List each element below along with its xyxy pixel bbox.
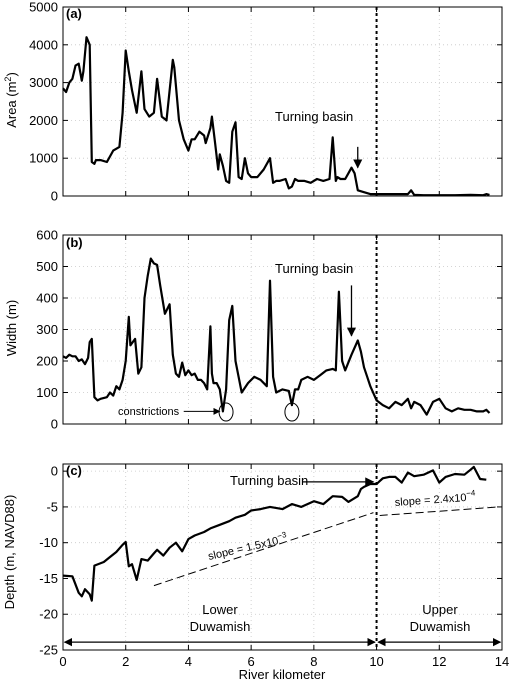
y-tick-label: -5 <box>46 499 58 514</box>
panel-a-ylabel: Area (m2) <box>3 72 19 128</box>
y-tick-label: 3000 <box>29 75 58 90</box>
panel-a-label: (a) <box>66 6 82 21</box>
y-tick-label: 2000 <box>29 113 58 128</box>
series-line <box>62 257 491 416</box>
x-tick-label: 14 <box>495 654 509 669</box>
y-tick-label: 200 <box>36 354 58 369</box>
panel-b-label: (b) <box>66 235 83 250</box>
y-tick-label: -20 <box>39 607 58 622</box>
upper-duwamish-line1: Upper <box>422 602 458 617</box>
x-tick-label: 6 <box>248 654 255 669</box>
panel-a: 0 1000 2000 3000 4000 5000 <box>29 0 503 204</box>
panel-b: 0 100 200 300 400 500 600 <box>36 228 503 432</box>
lower-duwamish-line1: Lower <box>202 602 238 617</box>
turning-basin-label-b: Turning basin <box>275 261 353 276</box>
x-tick-label: 4 <box>185 654 192 669</box>
y-tick-label: 1000 <box>29 151 58 166</box>
y-tick-label: 4000 <box>29 37 58 52</box>
y-tick-label: 500 <box>36 259 58 274</box>
y-tick-label: -25 <box>39 643 58 658</box>
axes-frame <box>62 6 503 197</box>
y-tick-label: 300 <box>36 322 58 337</box>
series-line <box>62 36 490 197</box>
series-line <box>62 465 487 602</box>
y-tick-label: 0 <box>51 417 58 432</box>
y-tick-label: 5000 <box>29 0 58 15</box>
x-tick-label: 2 <box>122 654 129 669</box>
panel-c-ylabel: Depth (m, NAVD88) <box>2 495 17 610</box>
panel-c-label: (c) <box>66 463 82 478</box>
turning-basin-label-a: Turning basin <box>275 109 353 124</box>
x-tick-label: 0 <box>59 654 66 669</box>
upper-duwamish-line2: Duwamish <box>410 619 471 634</box>
panel-c: 0-5-10-15-20-250 2 4 6 8 10 12 14 <box>39 463 509 669</box>
constriction-circle <box>284 402 300 422</box>
slope-trend-upper <box>379 506 499 517</box>
y-tick-label: -10 <box>39 535 58 550</box>
y-tick-label: 400 <box>36 291 58 306</box>
slope-trend-lower <box>153 512 374 587</box>
y-tick-label: 0 <box>51 464 58 479</box>
axes-frame <box>62 234 503 425</box>
y-tick-label: 100 <box>36 385 58 400</box>
turning-basin-label-c: Turning basin <box>230 473 308 488</box>
x-tick-label: 12 <box>432 654 446 669</box>
y-tick-label: 600 <box>36 228 58 243</box>
slope-label-upper: slope = 2.4x10−4 <box>394 488 476 509</box>
panels: 0100020003000400050000100200300400500600… <box>29 0 509 669</box>
axes-frame <box>62 463 503 651</box>
x-tick-label: 8 <box>310 654 317 669</box>
constrictions-label: constrictions <box>118 406 180 418</box>
y-tick-label: -15 <box>39 571 58 586</box>
lower-duwamish-line2: Duwamish <box>190 619 251 634</box>
constriction-circle <box>218 402 234 422</box>
x-tick-label: 10 <box>369 654 383 669</box>
y-tick-label: 0 <box>51 189 58 204</box>
x-axis-label: River kilometer <box>239 667 326 682</box>
slope-label-lower: slope = 1.5x10−3 <box>206 530 289 563</box>
panel-b-ylabel: Width (m) <box>4 300 19 356</box>
